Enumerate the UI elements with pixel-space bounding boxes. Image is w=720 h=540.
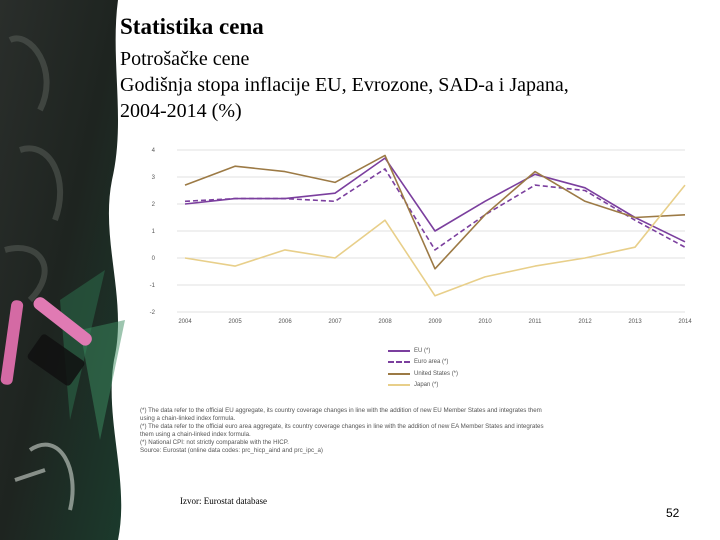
- footnote-line: using a chain-linked index formula.: [140, 414, 236, 422]
- y-tick-label: 4: [152, 148, 156, 154]
- series-line: [184, 168, 686, 251]
- chalkboard-decoration: [0, 0, 150, 540]
- footnote-line: them using a chain-linked index formula.: [140, 430, 251, 438]
- legend-label: Japan (*): [414, 382, 439, 389]
- legend-item: EU (*): [388, 345, 458, 357]
- series-line: [184, 157, 686, 243]
- x-tick-label: 2011: [529, 319, 543, 325]
- x-tick-label: 2010: [478, 319, 492, 325]
- footnote-line: (*) The data refer to the official EU ag…: [140, 407, 542, 414]
- y-tick-label: 0: [152, 256, 156, 262]
- series-line: [184, 154, 686, 270]
- subtitle-line-3: 2004-2014 (%): [120, 100, 242, 122]
- y-tick-label: -1: [150, 283, 156, 289]
- x-tick-label: 2008: [378, 319, 392, 325]
- page-number: 52: [666, 506, 680, 520]
- slide-subtitle: Potrošačke cene Godišnja stopa inflacije…: [120, 46, 710, 124]
- x-tick-label: 2012: [578, 319, 592, 325]
- legend-item: United States (*): [388, 368, 458, 380]
- series-line: [184, 184, 686, 297]
- legend-swatch: [388, 372, 410, 375]
- x-tick-label: 2007: [328, 319, 342, 325]
- chart-footnotes: (*) The data refer to the official EU ag…: [140, 407, 590, 454]
- legend-swatch: [388, 361, 410, 364]
- chalkboard-image: [0, 0, 150, 540]
- x-tick-label: 2009: [428, 319, 442, 325]
- slide-title: Statistika cena: [120, 14, 264, 39]
- x-tick-label: 2005: [228, 319, 242, 325]
- chart-svg: 4 3 2 1 0 -1 -2 2004 2005 2006 2007 2008 2009 2010 201…: [150, 148, 693, 325]
- legend-swatch: [388, 349, 410, 352]
- y-tick-label: 2: [152, 202, 156, 208]
- chart-legend: EU (*) Euro area (*) United States (*) Japa…: [388, 345, 458, 391]
- legend-label: Euro area (*): [414, 359, 449, 366]
- y-tick-label: -2: [150, 310, 156, 316]
- footnote-line: Source: Eurostat (online data codes: prc…: [140, 446, 323, 454]
- x-tick-label: 2014: [678, 319, 692, 325]
- subtitle-line-2: Godišnja stopa inflacije EU, Evrozone, S…: [120, 74, 569, 96]
- legend-label: EU (*): [414, 347, 431, 354]
- legend-item: Euro area (*): [388, 357, 458, 369]
- x-tick-label: 2013: [628, 319, 642, 325]
- footnote-line: (*) The data refer to the official euro …: [140, 422, 544, 430]
- subtitle-line-1: Potrošačke cene: [120, 48, 250, 70]
- legend-swatch: [388, 384, 410, 387]
- inflation-chart: 4 3 2 1 0 -1 -2 2004 2005 2006 2007 2008 2009 2010 201…: [135, 140, 695, 470]
- x-tick-label: 2004: [178, 319, 192, 325]
- legend-item: Japan (*): [388, 380, 458, 392]
- x-tick-label: 2006: [278, 319, 292, 325]
- legend-label: United States (*): [414, 370, 459, 377]
- y-tick-label: 1: [152, 229, 156, 235]
- source-note: Izvor: Eurostat database: [180, 496, 267, 506]
- y-tick-label: 3: [152, 175, 156, 181]
- footnote-line: (*) National CPI: not strictly comparabl…: [140, 438, 289, 446]
